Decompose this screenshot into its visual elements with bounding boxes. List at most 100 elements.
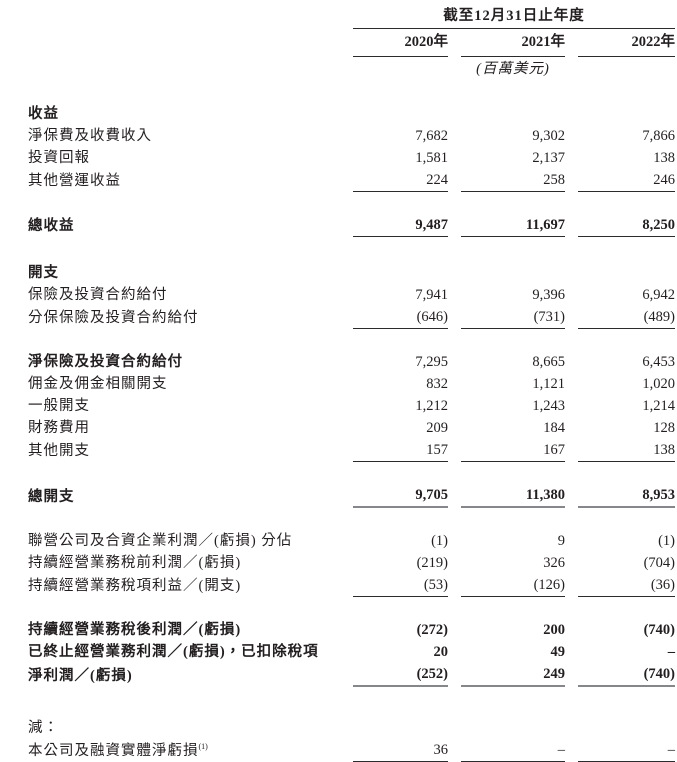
value-2021: 184 (543, 420, 565, 436)
value-2020: 36 (353, 739, 448, 762)
row-other-expenses: 其他開支 157 167 138 (28, 439, 675, 462)
row-company-financing-entities-net-loss: 本公司及融資實體淨虧損(1) 36 – – (28, 739, 675, 762)
value-2021: 1,121 (532, 376, 565, 392)
value-2022: 246 (578, 169, 675, 192)
spacer (28, 597, 671, 619)
value-2021: – (461, 739, 565, 762)
value-2021: 258 (461, 169, 565, 192)
value-2021: (126) (461, 574, 565, 597)
value-2020: 157 (353, 439, 448, 462)
section-label: 開支 (28, 265, 59, 281)
row-aftertax-profit-continuing: 持續經營業務稅後利潤／(虧損) (272) 200 (740) (28, 619, 675, 641)
section-label: 收益 (28, 106, 59, 122)
row-net-premium-fee-income: 淨保費及收費收入 7,682 9,302 7,866 (28, 125, 675, 147)
spacer (28, 192, 671, 214)
value-2021: 200 (543, 622, 565, 638)
value-2022: 8,250 (578, 214, 675, 237)
row-general-expenses: 一般開支 1,212 1,243 1,214 (28, 395, 675, 417)
table-header-years: 2020年 2021年 2022年 (28, 32, 675, 57)
row-net-insurance-contract-benefits: 淨保險及投資合約給付 7,295 8,665 6,453 (28, 351, 675, 373)
value-2020: 832 (426, 376, 448, 392)
unit-note: (百萬美元) (476, 61, 550, 77)
row-net-profit: 淨利潤／(虧損) (252) 249 (740) (28, 663, 675, 687)
row-expenses-section: 開支 (28, 262, 671, 284)
value-2021: 2,137 (532, 150, 565, 166)
value-2022: 6,942 (642, 287, 675, 303)
value-2021: 8,665 (532, 354, 565, 370)
value-2020: 1,581 (415, 150, 448, 166)
row-finance-costs: 財務費用 209 184 128 (28, 417, 675, 439)
spacer (28, 462, 671, 484)
row-total-expenses: 總開支 9,705 11,380 8,953 (28, 484, 675, 508)
row-discontinued-operations-profit: 已終止經營業務利潤／(虧損)，已扣除稅項 20 49 – (28, 641, 675, 663)
row-label-text: 本公司及融資實體淨虧損 (28, 743, 199, 759)
value-2020: 1,212 (415, 398, 448, 414)
row-tax-benefit-continuing: 持續經營業務稅項利益／(開支) (53) (126) (36) (28, 574, 675, 597)
value-2021: 249 (461, 663, 565, 687)
value-2022: (489) (578, 306, 675, 329)
value-2022: (740) (578, 663, 675, 687)
row-insurance-investment-contract-benefits: 保險及投資合約給付 7,941 9,396 6,942 (28, 284, 675, 306)
period-title: 截至12月31日止年度 (353, 6, 675, 29)
value-2022: 1,214 (642, 398, 675, 414)
spacer (28, 329, 671, 351)
value-2021: 9,396 (532, 287, 565, 303)
spacer (28, 687, 671, 717)
spacer (28, 508, 671, 530)
value-2022: 138 (578, 439, 675, 462)
value-2020: (272) (416, 622, 448, 638)
value-2020: 224 (353, 169, 448, 192)
spacer (28, 81, 671, 103)
value-2022: 128 (653, 420, 675, 436)
row-pretax-profit-continuing: 持續經營業務稅前利潤／(虧損) (219) 326 (704) (28, 552, 675, 574)
year-column-2020: 2020年 (353, 32, 448, 57)
value-2020: 20 (433, 644, 449, 660)
value-2022: 8,953 (578, 484, 675, 508)
row-share-of-associates-jv-profit: 聯營公司及合資企業利潤／(虧損) 分佔 (1) 9 (1) (28, 530, 675, 552)
value-2020: 7,941 (415, 287, 448, 303)
value-2020: (53) (353, 574, 448, 597)
table-header-unit: (百萬美元) (28, 57, 671, 81)
value-2021: 11,380 (461, 484, 565, 508)
value-2021: 167 (461, 439, 565, 462)
value-2020: 7,295 (415, 354, 448, 370)
value-2020: (219) (416, 555, 448, 571)
value-2022: (36) (578, 574, 675, 597)
value-2022: (740) (643, 622, 675, 638)
row-investment-return: 投資回報 1,581 2,137 138 (28, 147, 675, 169)
year-column-2022: 2022年 (578, 32, 675, 57)
value-2022: (704) (643, 555, 675, 571)
year-column-2021: 2021年 (461, 32, 565, 57)
table-header-period: 截至12月31日止年度 (28, 6, 675, 29)
row-less-label: 減： (28, 720, 59, 736)
value-2020: (646) (353, 306, 448, 329)
value-2020: (252) (353, 663, 448, 687)
value-2021: (731) (461, 306, 565, 329)
value-2020: 9,705 (353, 484, 448, 508)
value-2020: 209 (426, 420, 448, 436)
value-2021: 11,697 (461, 214, 565, 237)
value-2021: 326 (543, 555, 565, 571)
value-2022: 7,866 (642, 128, 675, 144)
row-other-operating-revenue: 其他營運收益 224 258 246 (28, 169, 675, 192)
row-revenue-section: 收益 (28, 103, 671, 125)
value-2022: 1,020 (642, 376, 675, 392)
value-2021: 49 (550, 644, 566, 660)
value-2020: 9,487 (353, 214, 448, 237)
row-commission-expenses: 佣金及佣金相關開支 832 1,121 1,020 (28, 373, 675, 395)
value-2022: – (667, 644, 675, 660)
footnote-marker: (1) (198, 742, 208, 752)
row-total-revenue: 總收益 9,487 11,697 8,250 (28, 214, 675, 237)
spacer (28, 237, 671, 262)
row-ceded-reinsurance-contract-benefits: 分保保險及投資合約給付 (646) (731) (489) (28, 306, 675, 329)
value-2021: 9 (557, 533, 565, 549)
value-2022: 6,453 (642, 354, 675, 370)
value-2022: (1) (658, 533, 675, 549)
value-2020: (1) (431, 533, 448, 549)
value-2021: 9,302 (532, 128, 565, 144)
value-2022: – (578, 739, 675, 762)
value-2020: 7,682 (415, 128, 448, 144)
value-2021: 1,243 (532, 398, 565, 414)
value-2022: 138 (653, 150, 675, 166)
